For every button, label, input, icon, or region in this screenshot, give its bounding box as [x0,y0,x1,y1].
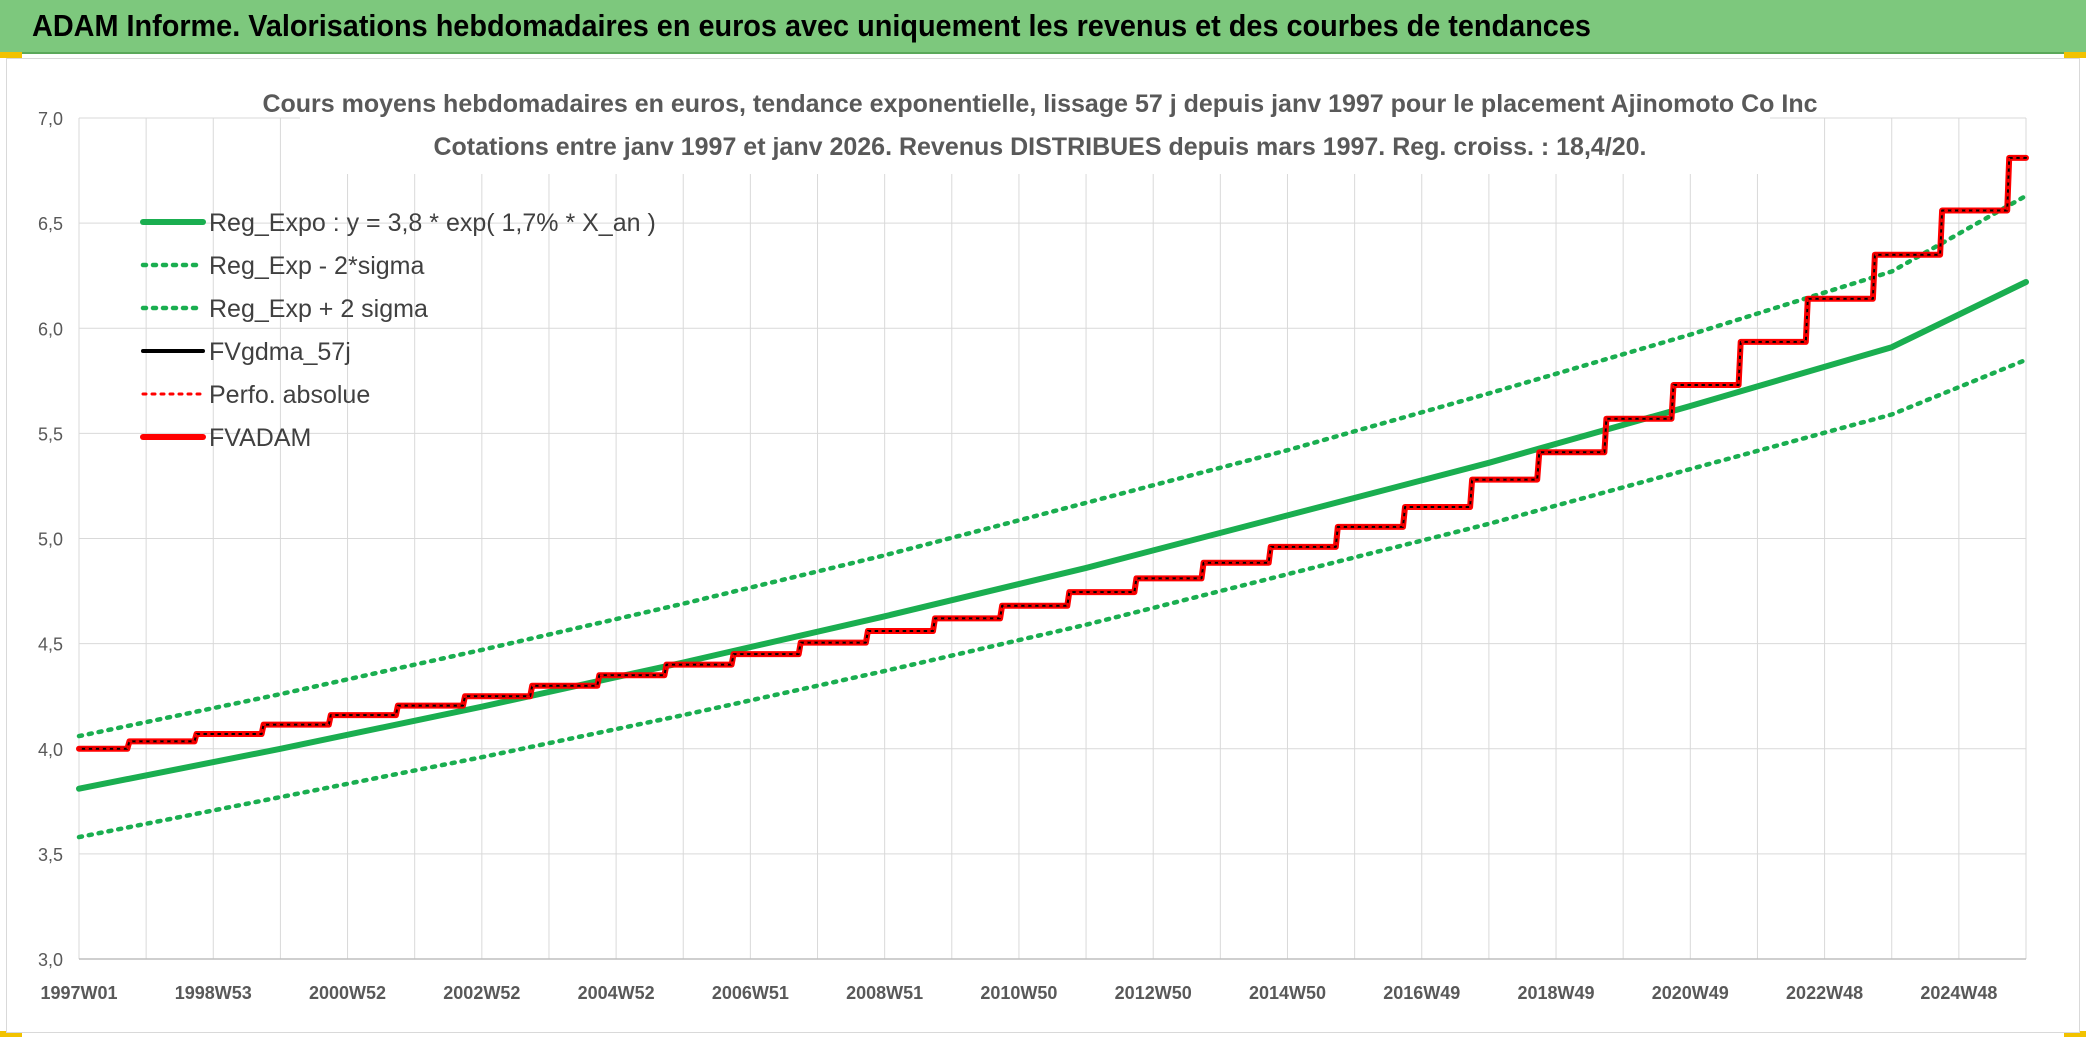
y-tick-label: 6,5 [38,214,63,234]
x-tick-label: 1998W53 [175,983,252,1003]
corner-marker [0,52,22,58]
x-tick-label: 2024W48 [1920,983,1997,1003]
legend-label: Reg_Exp - 2*sigma [209,252,424,280]
title-backdrop [300,84,1770,174]
corner-marker [2064,52,2086,58]
y-tick-label: 3,5 [38,845,63,865]
x-tick-label: 2012W50 [1115,983,1192,1003]
chart-subtitle: Cotations entre janv 1997 et janv 2026. … [433,133,1646,161]
series-line [76,193,2029,739]
chart-legend: Reg_Expo : y = 3,8 * exp( 1,7% * X_an ) R… [140,209,656,452]
x-tick-label: 2000W52 [309,983,386,1003]
x-tick-label: 2002W52 [443,983,520,1003]
chart-frame [6,58,2080,1033]
series-line [76,357,2029,840]
series-line [76,154,2029,752]
series-line [76,279,2029,792]
x-tick-label: 2004W52 [578,983,655,1003]
legend-label: Perfo. absolue [209,381,370,409]
x-tick-label: 2006W51 [712,983,789,1003]
x-tick-label: 2014W50 [1249,983,1326,1003]
series-line [78,156,2027,750]
x-tick-label: 2018W49 [1518,983,1595,1003]
chart-series [76,154,2029,840]
series-line [78,156,2027,750]
y-tick-label: 5,5 [38,424,63,444]
corner-marker [2064,1031,2086,1037]
y-tick-label: 3,0 [38,950,63,970]
chart-axes: 3,0 3,5 4,0 4,5 5,0 5,5 6,0 6,5 7,0 1997W01 1998W5… [38,109,2026,1003]
legend-label: Reg_Exp + 2 sigma [209,295,428,323]
y-tick-label: 7,0 [38,109,63,129]
chart-title: Cours moyens hebdomadaires en euros, ten… [262,90,1817,118]
chart-grid [78,117,2027,960]
report-title: ADAM Informe. Valorisations hebdomadaire… [32,8,1591,43]
legend-label: Reg_Expo : y = 3,8 * exp( 1,7% * X_an ) [209,209,656,237]
x-tick-label: 1997W01 [40,983,117,1003]
x-tick-label: 2008W51 [846,983,923,1003]
y-tick-label: 4,0 [38,740,63,760]
corner-marker [0,1031,22,1037]
y-tick-label: 4,5 [38,635,63,655]
x-tick-label: 2010W50 [980,983,1057,1003]
y-tick-label: 5,0 [38,530,63,550]
legend-label: FVgdma_57j [209,338,351,366]
report-banner: ADAM Informe. Valorisations hebdomadaire… [0,0,2086,54]
y-tick-label: 6,0 [38,319,63,339]
x-tick-label: 2020W49 [1652,983,1729,1003]
x-tick-label: 2016W49 [1383,983,1460,1003]
legend-label: FVADAM [209,424,311,452]
x-tick-label: 2022W48 [1786,983,1863,1003]
